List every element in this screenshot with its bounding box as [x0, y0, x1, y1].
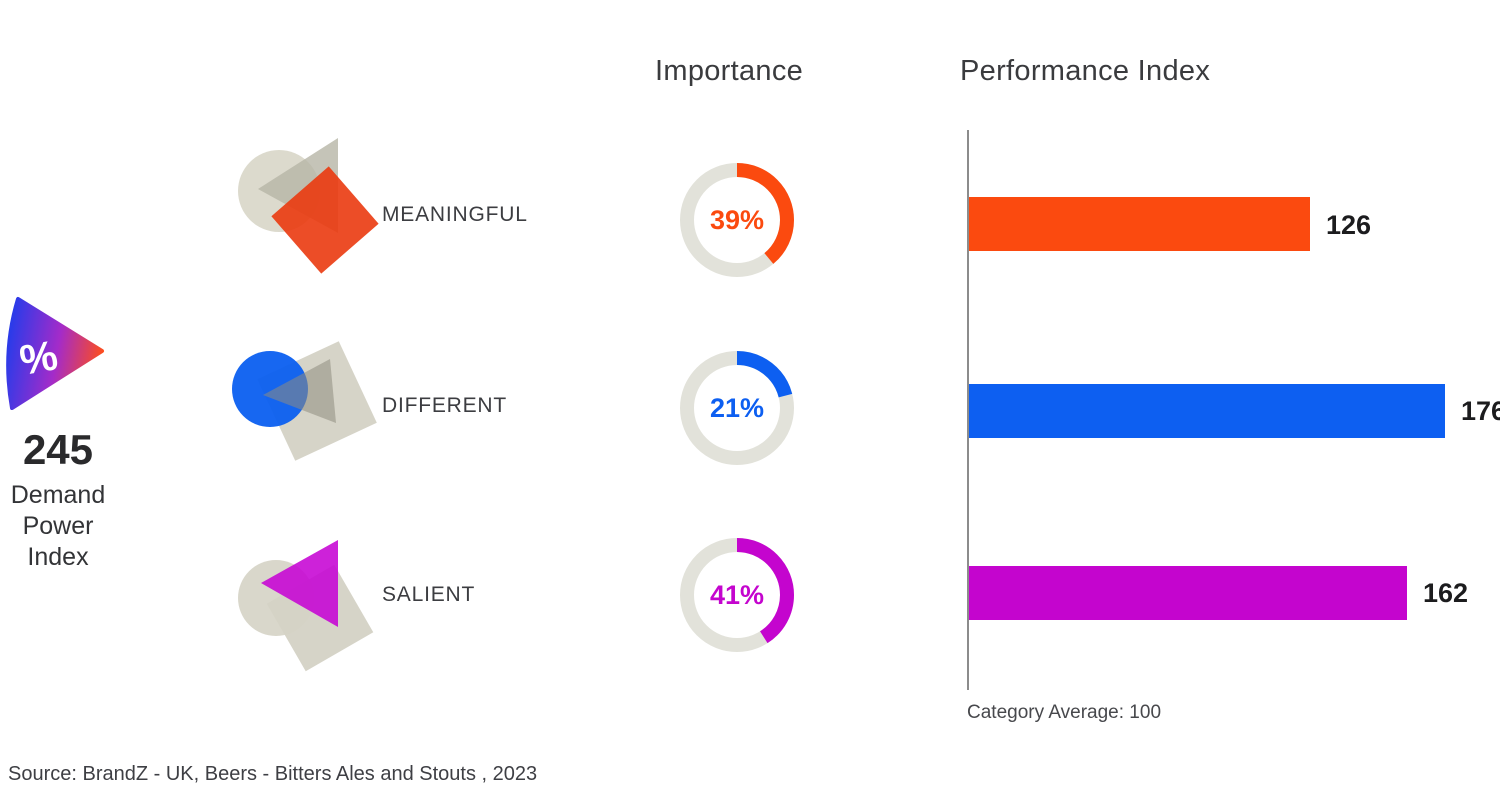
performance-value-different: 176 [1461, 396, 1500, 426]
meaningful-icon [238, 138, 379, 274]
source-attribution: Source: BrandZ - UK, Beers - Bitters Ale… [8, 763, 538, 785]
importance-value-different: 21% [709, 392, 765, 423]
performance-value-meaningful: 126 [1326, 210, 1372, 240]
performance-bar-meaningful [969, 197, 1310, 251]
demand-power-index-label: Demand Power Index [0, 480, 116, 573]
importance-value-meaningful: 39% [709, 204, 765, 235]
percent-wedge-icon: % [6, 297, 104, 410]
performance-axis-line [967, 130, 969, 690]
demand-power-index-value: 245 [22, 426, 94, 473]
dpi-label-line: Power [22, 512, 94, 540]
importance-donut-different: 21% [675, 346, 799, 470]
metric-label-meaningful: MEANINGFUL [382, 203, 528, 226]
metric-label-salient: SALIENT [382, 583, 476, 606]
performance-bar-salient [969, 566, 1407, 620]
performance-bars-area: 126 176 162 [969, 0, 1500, 800]
performance-bar-different [969, 384, 1445, 438]
performance-value-salient: 162 [1423, 578, 1469, 608]
category-average-note: Category Average: 100 [967, 702, 1162, 723]
importance-donut-meaningful: 39% [675, 158, 799, 282]
metric-label-different: DIFFERENT [382, 394, 508, 417]
different-icon [232, 341, 377, 461]
importance-column-header: Importance [655, 55, 804, 87]
dpi-label-line: Index [27, 543, 89, 571]
importance-donut-salient: 41% [675, 533, 799, 657]
dpi-label-line: Demand [10, 481, 106, 509]
performance-index-column-header: Performance Index [960, 55, 1211, 87]
importance-value-salient: 41% [709, 579, 765, 610]
salient-icon [238, 540, 374, 672]
percent-glyph: % [16, 331, 61, 384]
